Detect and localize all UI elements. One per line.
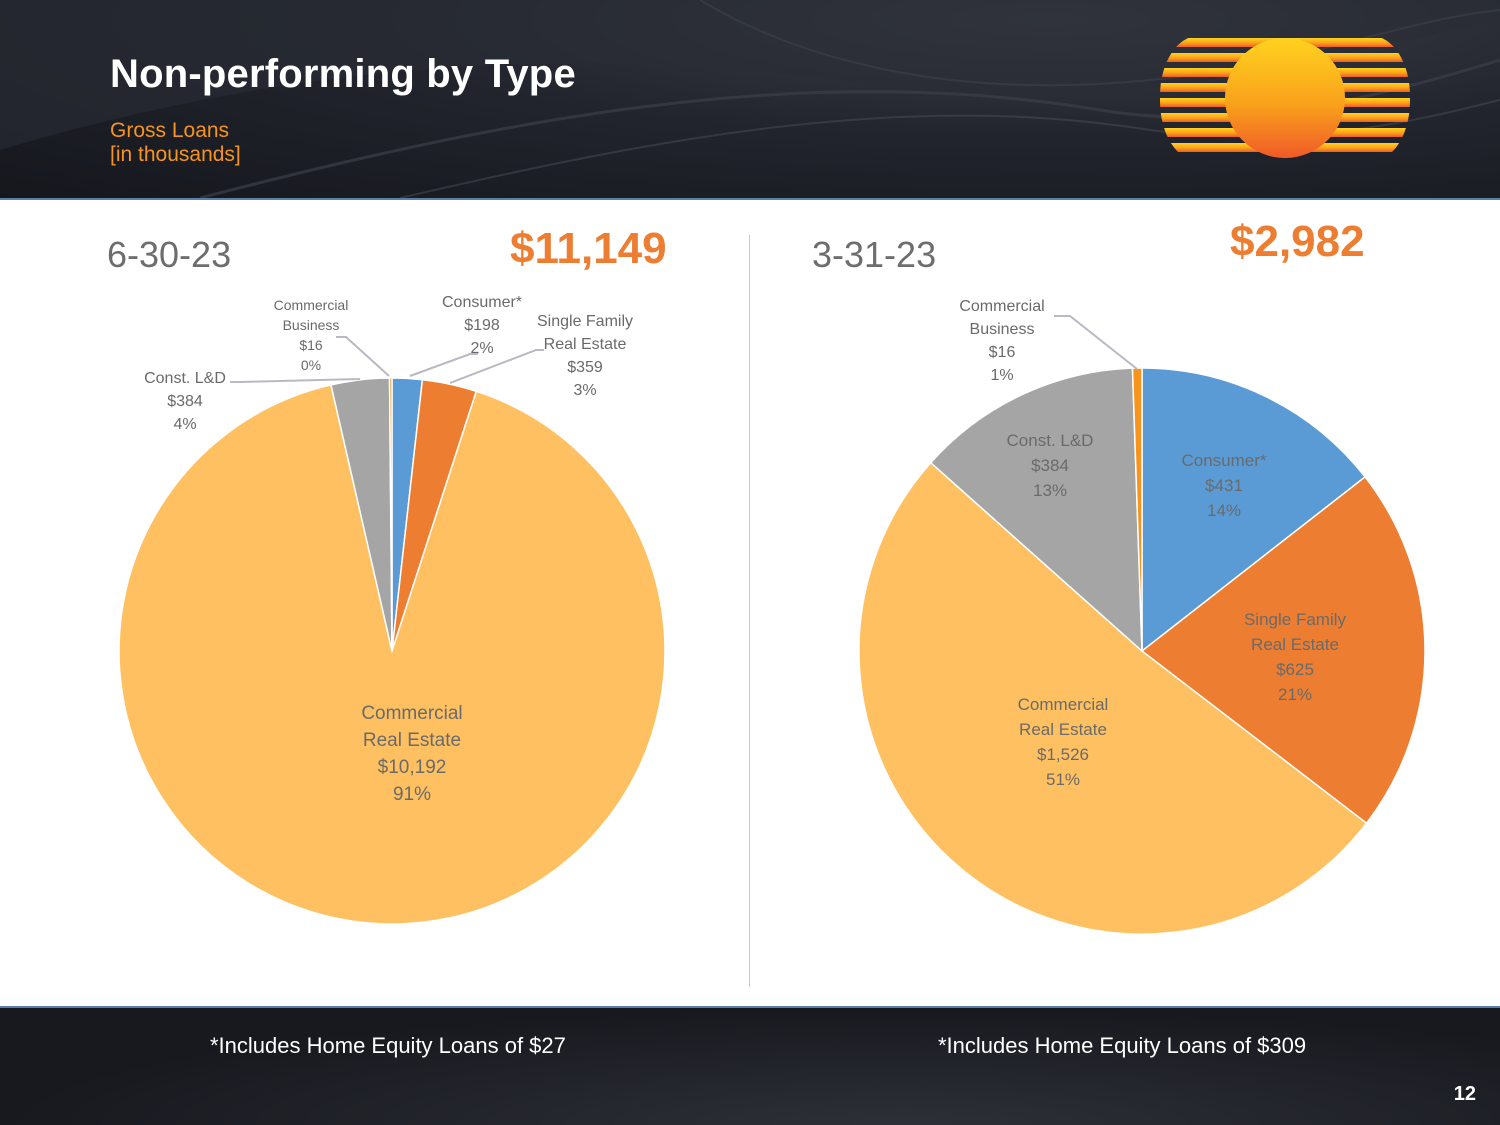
data-label-commercial_real_estate: Commercial Real Estate $10,192 91% [361, 703, 462, 805]
page-subtitle: Gross Loans [in thousands] [110, 119, 241, 167]
slide-footer [0, 1008, 1500, 1125]
data-label-const_ld: Const. L&D $384 13% [1007, 431, 1094, 500]
leader-line-single_family [449, 349, 544, 384]
header-wave-background [0, 0, 1500, 198]
data-label-const_ld: Const. L&D $384 4% [144, 370, 226, 433]
pie-slice-commercial_real_estate [118, 384, 666, 925]
subtitle-line-1: Gross Loans [110, 119, 230, 142]
left-chart-total: $11,149 [510, 224, 667, 273]
data-label-consumer: Consumer* $198 2% [442, 294, 522, 357]
slide-header: Non-performing by Type Gross Loans [in t… [0, 0, 1500, 198]
data-label-commercial_business: Commercial Business $16 0% [274, 297, 349, 373]
data-label-single_family: Single Family Real Estate $625 21% [1244, 610, 1347, 704]
pie-slice-const_ld [929, 367, 1143, 653]
data-label-commercial_real_estate: Commercial Real Estate $1,526 51% [1018, 695, 1109, 789]
left-pie-chart: Consumer* $198 2%Single Family Real Estate $… [118, 294, 666, 925]
sun-logo-icon [1160, 38, 1410, 158]
right-chart-total: $2,982 [1230, 217, 1365, 266]
leader-line-commercial_business [336, 336, 390, 377]
left-chart-date: 6-30-23 [107, 234, 232, 275]
data-label-single_family: Single Family Real Estate $359 3% [537, 313, 633, 399]
pie-slice-single_family [1140, 475, 1426, 825]
pie-slice-commercial_real_estate [858, 461, 1368, 935]
page-number: 12 [1453, 1083, 1476, 1105]
pie-slice-commercial_business [388, 377, 393, 652]
leader-line-commercial_business [1054, 315, 1138, 370]
footnote-right: *Includes Home Equity Loans of $309 [938, 1033, 1307, 1058]
data-label-consumer: Consumer* $431 14% [1181, 451, 1266, 520]
leader-line-const_ld [230, 378, 361, 383]
subtitle-line-2: [in thousands] [110, 143, 241, 166]
right-chart-date: 3-31-23 [812, 234, 937, 275]
data-label-commercial_business: Commercial Business $16 1% [959, 298, 1044, 384]
leader-line-consumer [409, 353, 478, 377]
page-title: Non-performing by Type [110, 52, 576, 96]
pie-slice-consumer [1141, 367, 1367, 653]
chart-divider [749, 235, 750, 987]
footnote-left: *Includes Home Equity Loans of $27 [210, 1033, 566, 1058]
right-pie-chart: Consumer* $431 14% Single Family Real Estate… [858, 298, 1426, 935]
